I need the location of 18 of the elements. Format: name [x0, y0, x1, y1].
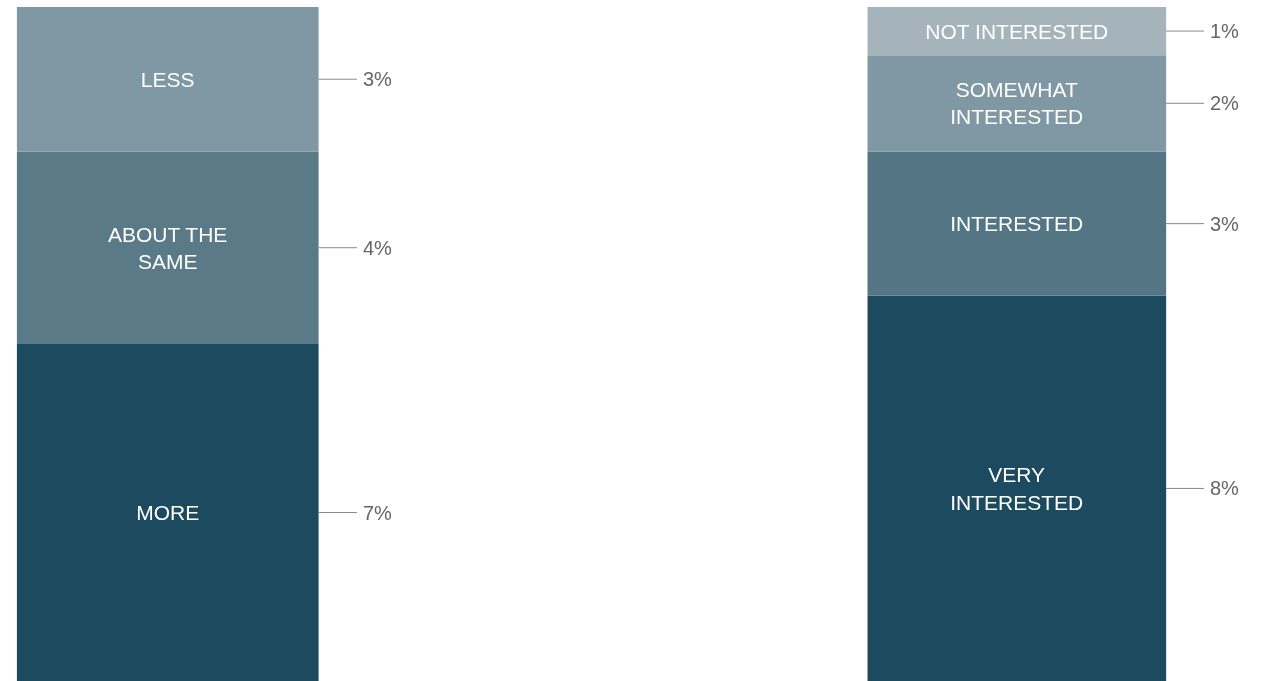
data-label: 1% — [1210, 20, 1240, 42]
data-label: 4% — [363, 237, 393, 259]
bar — [867, 151, 1167, 296]
series-label: VERY INTERESTED — [950, 463, 1084, 514]
data-label: 3% — [363, 68, 393, 90]
series-label: SOMEWHAT INTERESTED — [950, 78, 1084, 129]
bar — [867, 295, 1167, 681]
data-label: 8% — [1210, 477, 1240, 499]
bar — [867, 55, 1167, 152]
series-label: LESS — [140, 67, 195, 91]
series-label: NOT INTERESTED — [925, 19, 1109, 43]
data-label: 2% — [1210, 92, 1240, 114]
series-label: ABOUT THE SAME — [107, 222, 228, 273]
series-label: INTERESTED — [950, 212, 1084, 236]
series-label: MORE — [136, 501, 200, 524]
bar — [867, 7, 1167, 56]
data-label: 7% — [363, 502, 393, 524]
data-label: 3% — [1210, 213, 1240, 235]
